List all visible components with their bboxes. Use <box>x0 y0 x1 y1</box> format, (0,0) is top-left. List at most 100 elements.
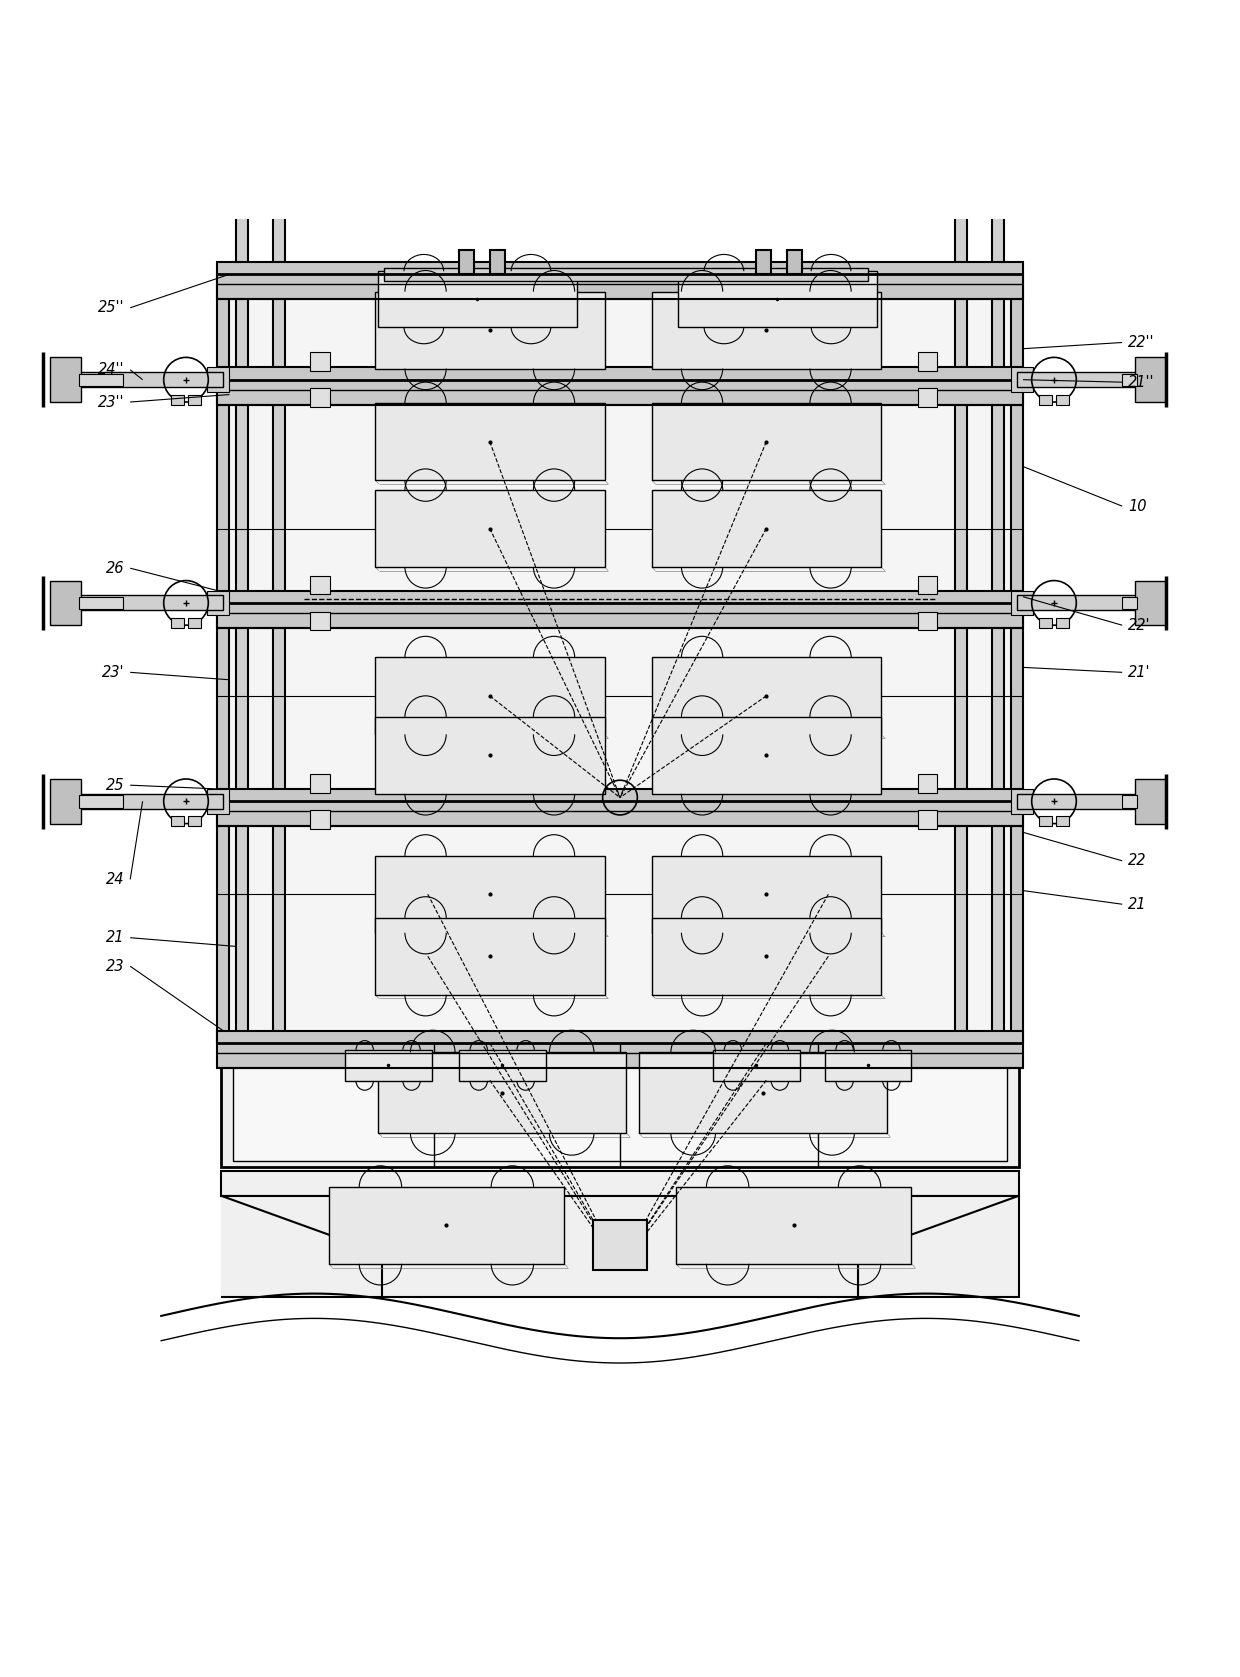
Text: 21: 21 <box>105 931 124 946</box>
Text: 22: 22 <box>1128 854 1147 869</box>
Bar <box>1135 357 1166 402</box>
Bar <box>918 352 937 371</box>
Bar <box>1056 817 1069 827</box>
Bar <box>217 1031 1023 1068</box>
Bar <box>1011 367 1033 392</box>
Bar <box>652 718 880 793</box>
Bar <box>236 213 248 1050</box>
Bar <box>374 657 605 735</box>
Bar <box>217 367 1023 404</box>
Bar <box>217 788 1023 827</box>
Text: 24: 24 <box>105 872 124 887</box>
Bar <box>79 795 123 808</box>
Bar <box>1135 780 1166 823</box>
Bar <box>79 374 123 386</box>
Bar <box>171 817 184 827</box>
Text: 24'': 24'' <box>98 362 124 377</box>
Bar <box>639 1053 887 1134</box>
Bar <box>188 817 201 827</box>
Bar <box>918 775 937 793</box>
Bar <box>207 367 229 392</box>
Bar <box>329 1187 564 1264</box>
Bar <box>50 580 81 626</box>
Bar <box>1017 372 1159 387</box>
Text: 22': 22' <box>1128 617 1151 632</box>
Bar <box>992 213 1004 1050</box>
Bar <box>50 780 81 823</box>
Bar <box>310 775 330 793</box>
Bar <box>652 855 880 932</box>
Text: 23'': 23'' <box>98 394 124 409</box>
Bar <box>374 292 605 369</box>
Bar <box>207 590 229 615</box>
Bar <box>652 657 880 735</box>
Bar <box>374 490 605 567</box>
Bar <box>188 394 201 404</box>
Bar <box>79 597 123 609</box>
Bar <box>918 389 937 408</box>
Bar <box>713 1050 800 1082</box>
Bar <box>1122 795 1137 808</box>
Bar <box>825 1050 911 1082</box>
Bar <box>74 372 223 387</box>
Bar <box>652 917 880 994</box>
Bar <box>374 917 605 994</box>
Bar <box>1039 617 1052 627</box>
Bar <box>918 810 937 828</box>
Bar <box>221 1171 1019 1196</box>
Bar <box>345 1050 432 1082</box>
Bar <box>374 855 605 932</box>
Bar <box>310 389 330 408</box>
Text: 23': 23' <box>102 664 124 679</box>
Bar <box>310 810 330 828</box>
Bar <box>273 213 285 1050</box>
Text: 26: 26 <box>105 560 124 575</box>
Bar <box>676 1187 911 1264</box>
Bar <box>310 352 330 371</box>
Text: 23: 23 <box>105 959 124 974</box>
Bar <box>74 595 223 610</box>
Bar <box>221 1043 1019 1167</box>
Bar <box>374 718 605 793</box>
Bar <box>310 612 330 631</box>
Bar <box>918 575 937 594</box>
Bar <box>955 213 967 1050</box>
Bar <box>1056 617 1069 627</box>
Bar <box>858 1196 1019 1298</box>
Bar <box>1011 590 1033 615</box>
Bar <box>310 575 330 594</box>
Text: 10: 10 <box>1128 498 1147 513</box>
Bar <box>217 275 1023 1043</box>
Bar <box>1039 817 1052 827</box>
Bar <box>459 1050 546 1082</box>
Polygon shape <box>221 1196 382 1298</box>
Bar <box>217 590 1023 627</box>
Bar <box>217 275 229 1043</box>
Bar <box>918 612 937 631</box>
Text: 21: 21 <box>1128 897 1147 912</box>
Text: 22'': 22'' <box>1128 335 1154 350</box>
Bar <box>378 1053 626 1134</box>
Bar <box>1011 788 1033 813</box>
Bar <box>459 250 474 275</box>
Text: 21'': 21'' <box>1128 374 1154 389</box>
Bar <box>171 394 184 404</box>
Bar <box>490 250 505 275</box>
Bar <box>652 402 880 480</box>
Bar <box>233 1050 1007 1160</box>
Bar <box>74 793 223 808</box>
Bar <box>171 617 184 627</box>
Bar <box>1011 275 1023 1043</box>
Bar <box>652 292 880 369</box>
Bar <box>593 1221 647 1269</box>
Bar <box>1135 580 1166 626</box>
Bar <box>652 490 880 567</box>
Text: 21': 21' <box>1128 664 1151 679</box>
Bar <box>1039 394 1052 404</box>
Bar <box>678 272 877 327</box>
Text: 25: 25 <box>105 778 124 793</box>
Bar <box>1122 597 1137 609</box>
Bar <box>50 357 81 402</box>
Text: 25'': 25'' <box>98 300 124 315</box>
Bar <box>1017 793 1159 808</box>
